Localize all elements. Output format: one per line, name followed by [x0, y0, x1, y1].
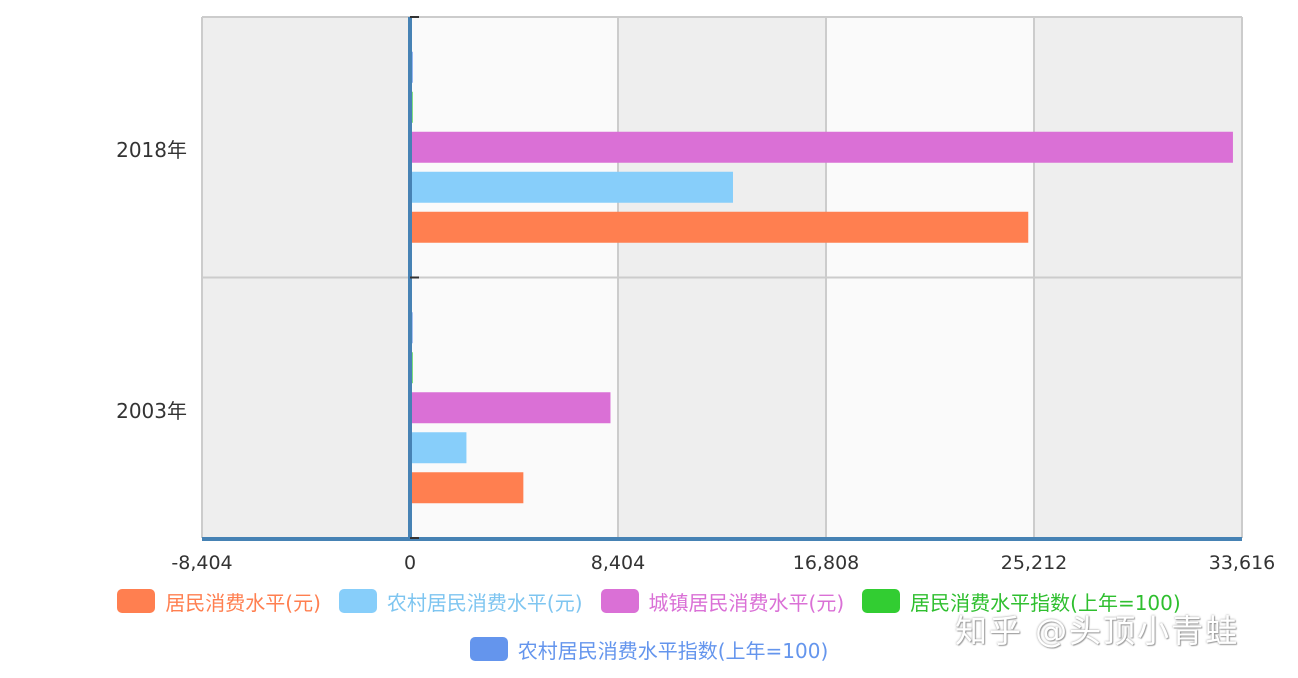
- legend-item[interactable]: 城镇居民消费水平(元): [600, 587, 845, 616]
- y-axis-label: 2018年: [116, 138, 187, 163]
- legend-row: 农村居民消费水平指数(上年=100): [0, 630, 1298, 668]
- bar: [410, 131, 1233, 163]
- legend: 居民消费水平(元) 农村居民消费水平(元) 城镇居民消费水平(元) 居民消费水平指数(…: [0, 582, 1298, 668]
- legend-label: 农村居民消费水平指数(上年=100): [517, 638, 829, 663]
- legend-label: 农村居民消费水平(元): [386, 590, 583, 615]
- legend-label: 城镇居民消费水平(元): [648, 590, 845, 615]
- legend-item[interactable]: 居民消费水平指数(上年=100): [862, 587, 1181, 616]
- x-axis-tick-label: 33,616: [1208, 552, 1276, 574]
- x-axis-tick-label: -8,404: [171, 552, 233, 574]
- legend-item[interactable]: 居民消费水平(元): [117, 587, 321, 616]
- legend-swatch-icon: [338, 589, 377, 613]
- bar: [410, 171, 733, 203]
- x-axis-tick-label: 0: [403, 552, 417, 574]
- legend-swatch-icon: [469, 637, 508, 661]
- x-axis-tick-label: 8,404: [590, 552, 646, 574]
- bars: [410, 51, 1233, 504]
- bar: [410, 211, 1029, 243]
- watermark: 知乎 @头顶小青蛙: [955, 612, 1240, 650]
- y-axis-label: 2003年: [116, 398, 187, 423]
- legend-swatch-icon: [862, 589, 901, 613]
- legend-swatch-icon: [117, 589, 156, 613]
- legend-label: 居民消费水平指数(上年=100): [910, 590, 1181, 615]
- legend-row: 居民消费水平(元) 农村居民消费水平(元) 城镇居民消费水平(元) 居民消费水平指数(…: [0, 582, 1298, 620]
- legend-item[interactable]: 农村居民消费水平指数(上年=100): [469, 635, 829, 664]
- legend-swatch-icon: [600, 589, 639, 613]
- axes: [202, 16, 1242, 541]
- legend-item[interactable]: 农村居民消费水平(元): [338, 587, 583, 616]
- x-axis-tick-label: 25,212: [1000, 552, 1068, 574]
- bar: [410, 432, 467, 464]
- legend-label: 居民消费水平(元): [165, 590, 321, 615]
- bar: [410, 472, 524, 504]
- bar: [410, 392, 611, 424]
- x-axis-tick-label: 16,808: [792, 552, 860, 574]
